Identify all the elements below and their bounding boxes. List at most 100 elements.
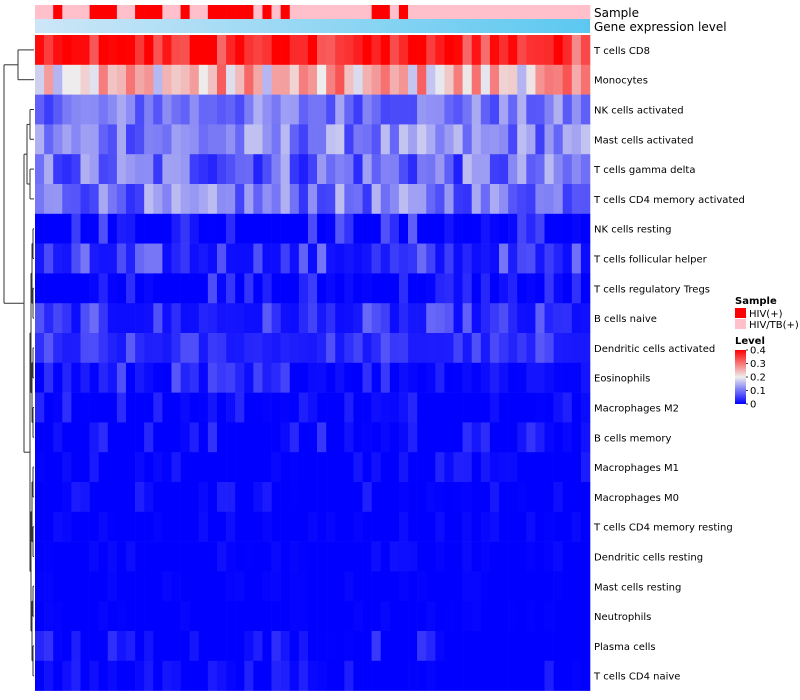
heatmap-cell (371, 273, 382, 304)
heatmap-cell (499, 184, 509, 215)
heatmap-cell (262, 154, 272, 185)
heatmap-cell (71, 631, 81, 662)
heatmap-cell (371, 94, 382, 125)
heatmap-cell (144, 243, 154, 274)
heatmap-cell (162, 184, 172, 215)
heatmap-cell (353, 541, 363, 572)
heatmap-cell (244, 184, 254, 215)
heatmap-cell (44, 243, 54, 274)
heatmap-cell (89, 124, 99, 155)
heatmap-cell (171, 601, 181, 632)
heatmap-cell (153, 482, 163, 513)
heatmap-cell (499, 124, 509, 155)
heatmap-cell (517, 64, 527, 95)
heatmap-cell (517, 184, 527, 215)
heatmap-cell (526, 392, 536, 423)
heatmap-cell (226, 303, 236, 334)
heatmap-cell (125, 94, 136, 125)
heatmap-cell (417, 184, 427, 215)
heatmap-cell (326, 362, 336, 393)
heatmap-cell (144, 422, 154, 453)
heatmap-cell (80, 482, 90, 513)
heatmap-cell (307, 571, 318, 602)
heatmap-cell (489, 184, 500, 215)
heatmap-cell (298, 184, 309, 215)
heatmap-cell (162, 333, 172, 364)
heatmap-cell (426, 362, 436, 393)
heatmap-cell (98, 631, 109, 662)
heatmap-cell (280, 362, 291, 393)
heatmap-cell (389, 124, 400, 155)
heatmap-cell (435, 452, 445, 483)
heatmap-cell (35, 601, 45, 632)
heatmap-cell (389, 333, 400, 364)
heatmap-cell (307, 333, 318, 364)
heatmap-cell (335, 482, 345, 513)
heatmap-cell (107, 601, 118, 632)
heatmap-cell (480, 154, 491, 185)
heatmap-cell (571, 511, 582, 542)
heatmap-cell (98, 541, 109, 572)
heatmap-cell (62, 94, 72, 125)
heatmap-cell (435, 422, 445, 453)
heatmap-cell (135, 392, 145, 423)
heatmap-cell (135, 35, 145, 66)
heatmap-cell (489, 541, 500, 572)
row-label: Plasma cells (594, 642, 656, 653)
heatmap-cell (462, 452, 473, 483)
heatmap-cell (162, 631, 172, 662)
heatmap-cell (444, 184, 454, 215)
heatmap-cell (526, 154, 536, 185)
heatmap-cell (298, 571, 309, 602)
heatmap-cell (226, 571, 236, 602)
heatmap-cell (98, 303, 109, 334)
heatmap-cell (271, 94, 281, 125)
heatmap-cell (216, 124, 227, 155)
row-label: Mast cells resting (594, 582, 681, 593)
heatmap-cell (580, 511, 591, 542)
heatmap-cell (462, 541, 473, 572)
heatmap-cell (535, 541, 545, 572)
sample-annotation-cell (398, 5, 409, 19)
heatmap-cell (444, 333, 454, 364)
heatmap-cell (62, 333, 72, 364)
heatmap-cell (435, 511, 445, 542)
heatmap-cell (471, 392, 482, 423)
heatmap-cell (80, 571, 90, 602)
heatmap-cell (426, 631, 436, 662)
heatmap-cell (280, 273, 291, 304)
heatmap-cell (307, 273, 318, 304)
heatmap-cell (216, 333, 227, 364)
row-label: T cells gamma delta (593, 165, 695, 176)
heatmap-cell (244, 273, 254, 304)
heatmap-cell (508, 452, 518, 483)
heatmap-cell (307, 35, 318, 66)
heatmap-cell (453, 184, 463, 215)
heatmap-cell (562, 660, 573, 691)
heatmap-cell (235, 511, 245, 542)
heatmap-cell (62, 35, 72, 66)
heatmap-cell (371, 452, 382, 483)
heatmap-cell (426, 154, 436, 185)
heatmap-cell (262, 94, 272, 125)
heatmap-cell (462, 124, 473, 155)
heatmap-cell (244, 392, 254, 423)
heatmap-cell (298, 452, 309, 483)
heatmap-cell (426, 303, 436, 334)
heatmap-cell (535, 660, 545, 691)
heatmap-cell (289, 452, 300, 483)
heatmap-cell (135, 154, 145, 185)
heatmap-cell (380, 124, 391, 155)
heatmap-cell (80, 64, 90, 95)
heatmap-cell (98, 392, 109, 423)
heatmap-cell (344, 571, 354, 602)
sample-annotation-cell (480, 5, 491, 19)
heatmap-cell (171, 422, 181, 453)
heatmap-cell (44, 541, 54, 572)
heatmap-cell (480, 35, 491, 66)
heatmap-cell (317, 422, 327, 453)
sample-annotation-cell (471, 5, 482, 19)
heatmap-cell (417, 94, 427, 125)
heatmap-cell (517, 333, 527, 364)
heatmap-cell (198, 64, 209, 95)
